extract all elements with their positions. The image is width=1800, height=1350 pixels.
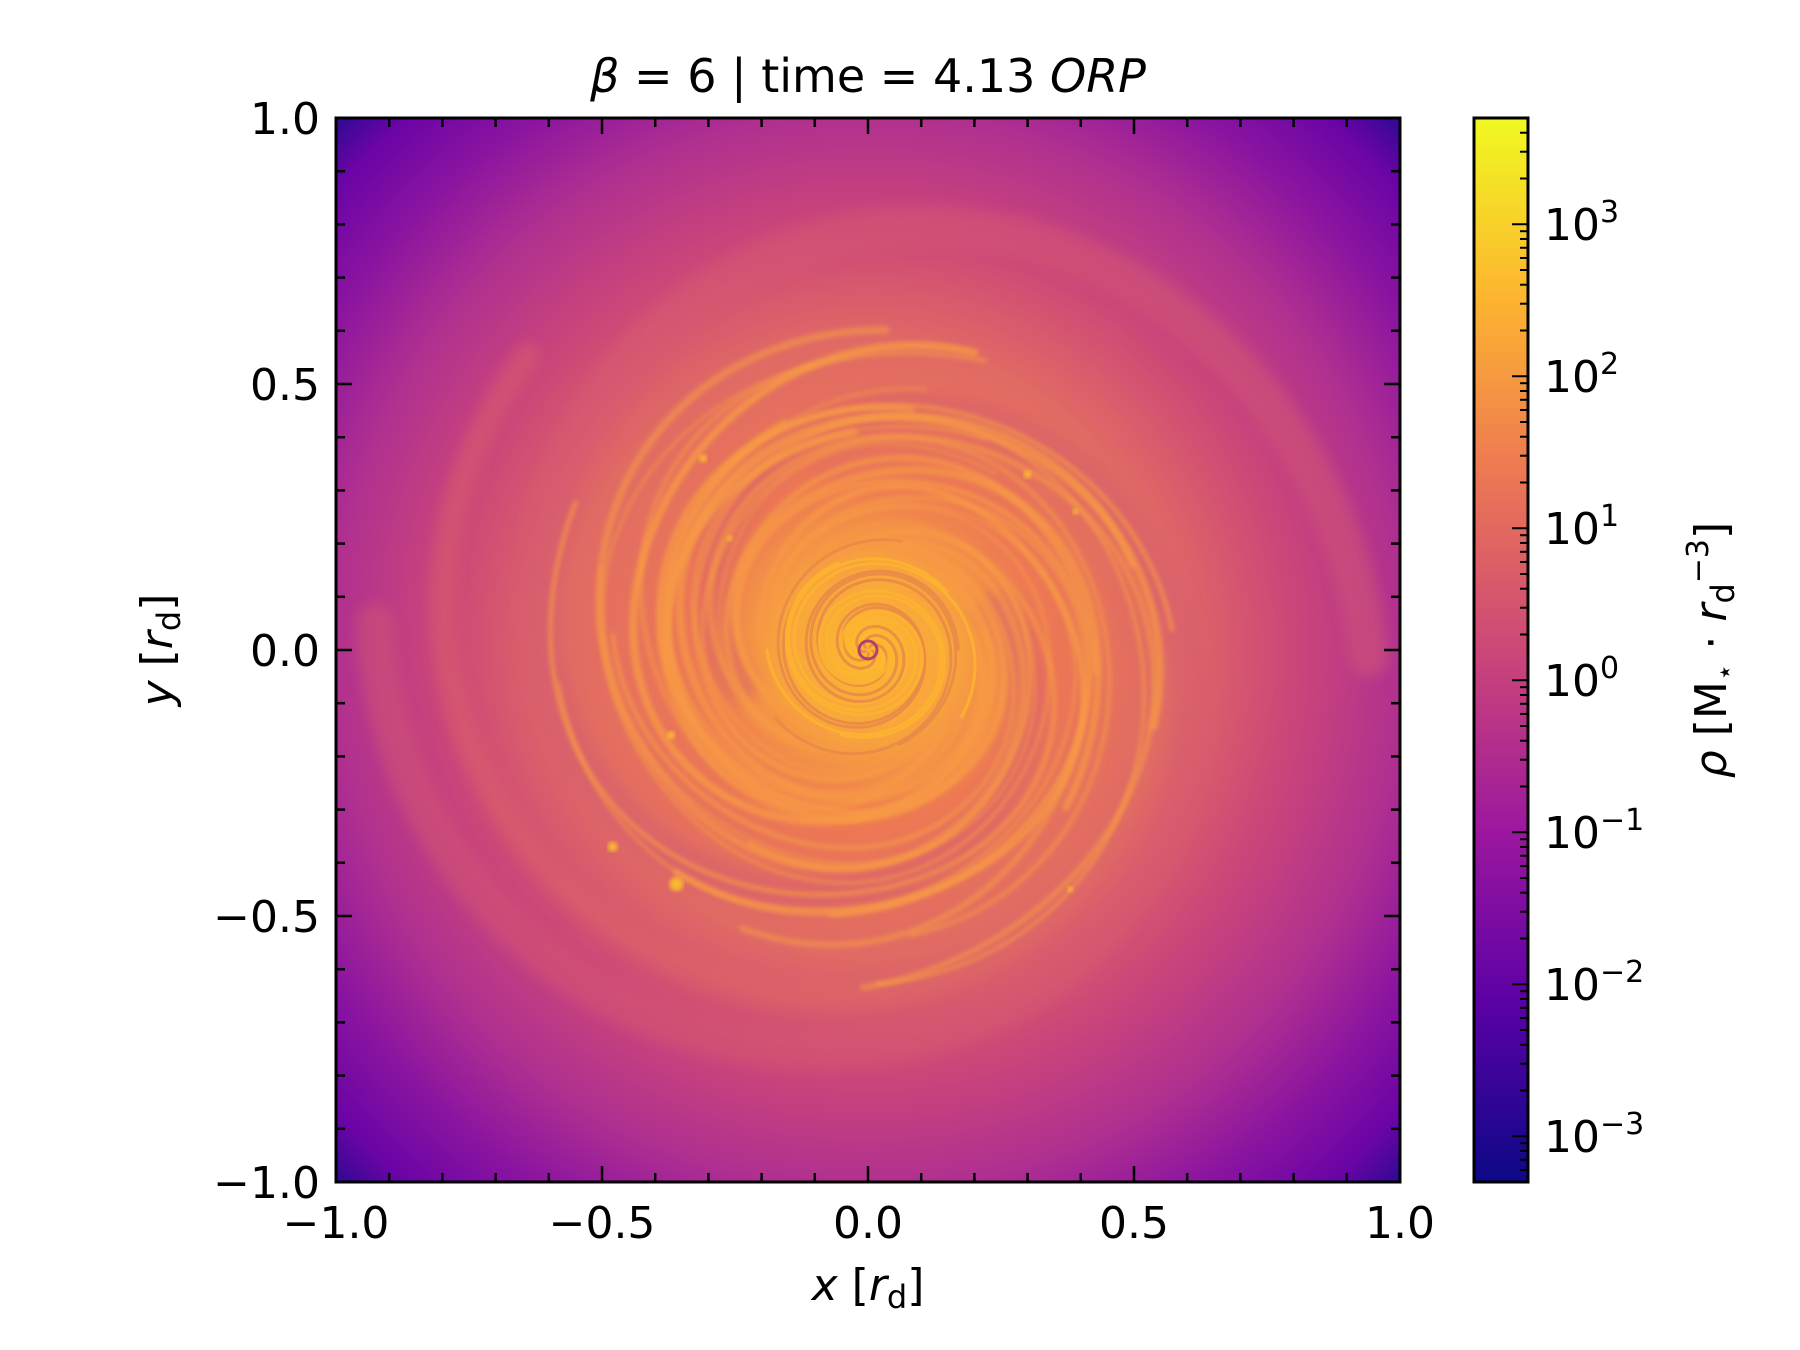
core-spiral-strand <box>809 572 958 746</box>
colorbar-tick-labels: 10−3 10−2 10−1 100 101 102 103 <box>1544 195 1644 1163</box>
dense-clumps <box>607 454 1079 893</box>
core-spiral-strand <box>804 569 960 704</box>
dense-clump <box>607 841 618 852</box>
y-tick-label: −0.5 <box>213 892 320 943</box>
x-tick-label: 0.5 <box>1099 1198 1169 1249</box>
colorbar-tick-label: 10−2 <box>1544 955 1644 1011</box>
dense-clump <box>1023 470 1032 479</box>
core-spiral-strand <box>817 589 946 739</box>
core-center-ring <box>857 639 879 661</box>
chart-title: β = 6 | time = 4.13 ORP <box>589 49 1146 104</box>
dense-clump <box>726 535 733 542</box>
density-heatmap <box>336 118 1400 1182</box>
colorbar-label: ρ [M⋆ · rd−3] <box>1681 522 1742 778</box>
core-spiral-strand <box>781 596 926 726</box>
core-spiral-strand <box>784 561 924 717</box>
y-tick-label: 0.0 <box>250 626 320 677</box>
y-tick-label: 1.0 <box>250 94 320 145</box>
dense-clump <box>699 454 708 463</box>
spiral-filament <box>601 362 1037 865</box>
spiral-filament <box>700 435 1112 938</box>
outer-spiral-band <box>429 342 1154 1011</box>
axis-ticks <box>334 116 1402 1184</box>
spiral-filament <box>664 412 1136 804</box>
core-spiral-strand <box>776 538 927 729</box>
dense-clump <box>1072 508 1079 515</box>
x-tick-label: −0.5 <box>549 1198 656 1249</box>
x-tick-label: 1.0 <box>1365 1198 1435 1249</box>
x-axis-label: x [rd] <box>810 1260 925 1316</box>
colorbar-tick-label: 10−3 <box>1544 1107 1644 1163</box>
colorbar-tick-label: 103 <box>1544 195 1619 251</box>
y-tick-label: 0.5 <box>250 360 320 411</box>
spiral-filament <box>548 500 1057 897</box>
spiral-filament <box>675 413 1164 799</box>
colorbar-ticks <box>1512 117 1528 1183</box>
colorbar <box>1472 116 1530 1184</box>
core-spiral-strand <box>787 557 949 712</box>
spiral-filament <box>656 404 997 823</box>
x-tick-label: 0.0 <box>833 1198 903 1249</box>
dense-clump <box>669 877 684 892</box>
colorbar-tick-label: 100 <box>1544 651 1619 707</box>
x-tick-labels: −1.0 −0.5 0.0 0.5 1.0 <box>283 1198 1435 1249</box>
colorbar-tick-label: 10−1 <box>1544 803 1644 859</box>
dense-core <box>763 545 973 755</box>
y-tick-label: −1.0 <box>213 1158 320 1209</box>
y-axis-label: y [rd] <box>132 594 188 709</box>
dense-clump <box>667 731 676 740</box>
core-spiral-strand <box>765 594 943 737</box>
dense-clump <box>1067 886 1074 893</box>
core-spiral-strand <box>773 578 953 756</box>
x-tick-label: −1.0 <box>283 1198 390 1249</box>
core-whorl <box>765 538 977 756</box>
core-spiral-strand <box>792 562 977 719</box>
colorbar-tick-label: 102 <box>1544 347 1619 403</box>
y-tick-labels: −1.0 −0.5 0.0 0.5 1.0 <box>213 94 320 1209</box>
spiral-filament <box>706 432 1158 991</box>
colorbar-tick-label: 101 <box>1544 499 1619 555</box>
